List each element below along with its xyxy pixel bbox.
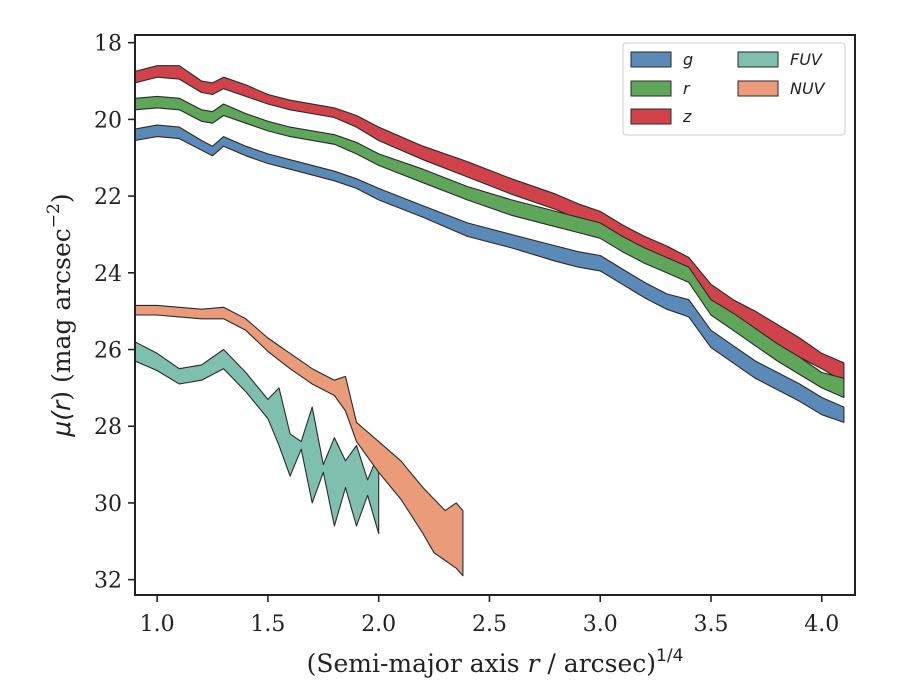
y-tick-label: 24 [94,262,122,287]
x-tick-label: 4.0 [804,612,839,637]
x-axis-label-sup: 1/4 [656,646,683,666]
legend-swatch-nuv [737,80,779,97]
x-axis-label: (Semi-major axis r / arcsec)1/4 [307,646,684,678]
legend-swatch-g [630,51,672,68]
x-tick-label: 2.5 [472,612,507,637]
x-tick-label: 3.5 [694,612,729,637]
plot-frame [134,34,856,596]
x-tick-label: 3.0 [583,612,618,637]
legend-label-z: z [682,107,692,126]
y-tick-label: 26 [94,339,122,364]
x-axis-label-rest: / arcsec) [539,649,656,678]
y-axis: 18 20 22 24 26 28 30 32 [94,32,135,594]
y-axis-label-sup: −2 [44,203,64,228]
x-axis-label-var: r [528,649,542,678]
y-tick-label: 30 [94,492,122,517]
legend-label-g: g [683,50,693,69]
x-tick-label: 1.0 [140,612,175,637]
y-axis-label-pre: μ( [47,410,76,438]
y-axis-label: μ(r) (mag arcsec−2) [44,193,76,437]
legend-label-nuv: NUV [790,79,826,98]
legend-swatch-r [630,80,672,97]
y-tick-label: 18 [94,32,122,57]
x-tick-label: 2.0 [361,612,396,637]
series-band-r [134,95,845,399]
series-band-nuv [134,304,464,577]
y-axis-label-post: ) (mag arcsec [47,228,76,401]
x-axis-label-main: (Semi-major axis [307,649,528,678]
y-tick-label: 28 [94,415,122,440]
legend-label-fuv: FUV [790,50,823,69]
legend-label-r: r [683,79,691,98]
x-tick-label: 1.5 [250,612,285,637]
legend: grz FUV NUV [622,42,846,136]
y-tick-label: 22 [94,185,122,210]
y-tick-label: 20 [94,108,122,133]
x-axis: 1.0 1.5 2.0 2.5 3.0 3.5 4.0 [140,595,839,637]
legend-swatch-z [630,108,672,125]
series-band-g [134,124,845,423]
legend-box [622,42,846,136]
y-tick-label: 32 [94,569,122,594]
legend-swatch-fuv [737,51,779,68]
y-axis-label-var: r [47,399,76,411]
y-axis-label-close: ) [47,193,76,203]
series-band-fuv [134,341,380,535]
series-layer [134,65,845,577]
